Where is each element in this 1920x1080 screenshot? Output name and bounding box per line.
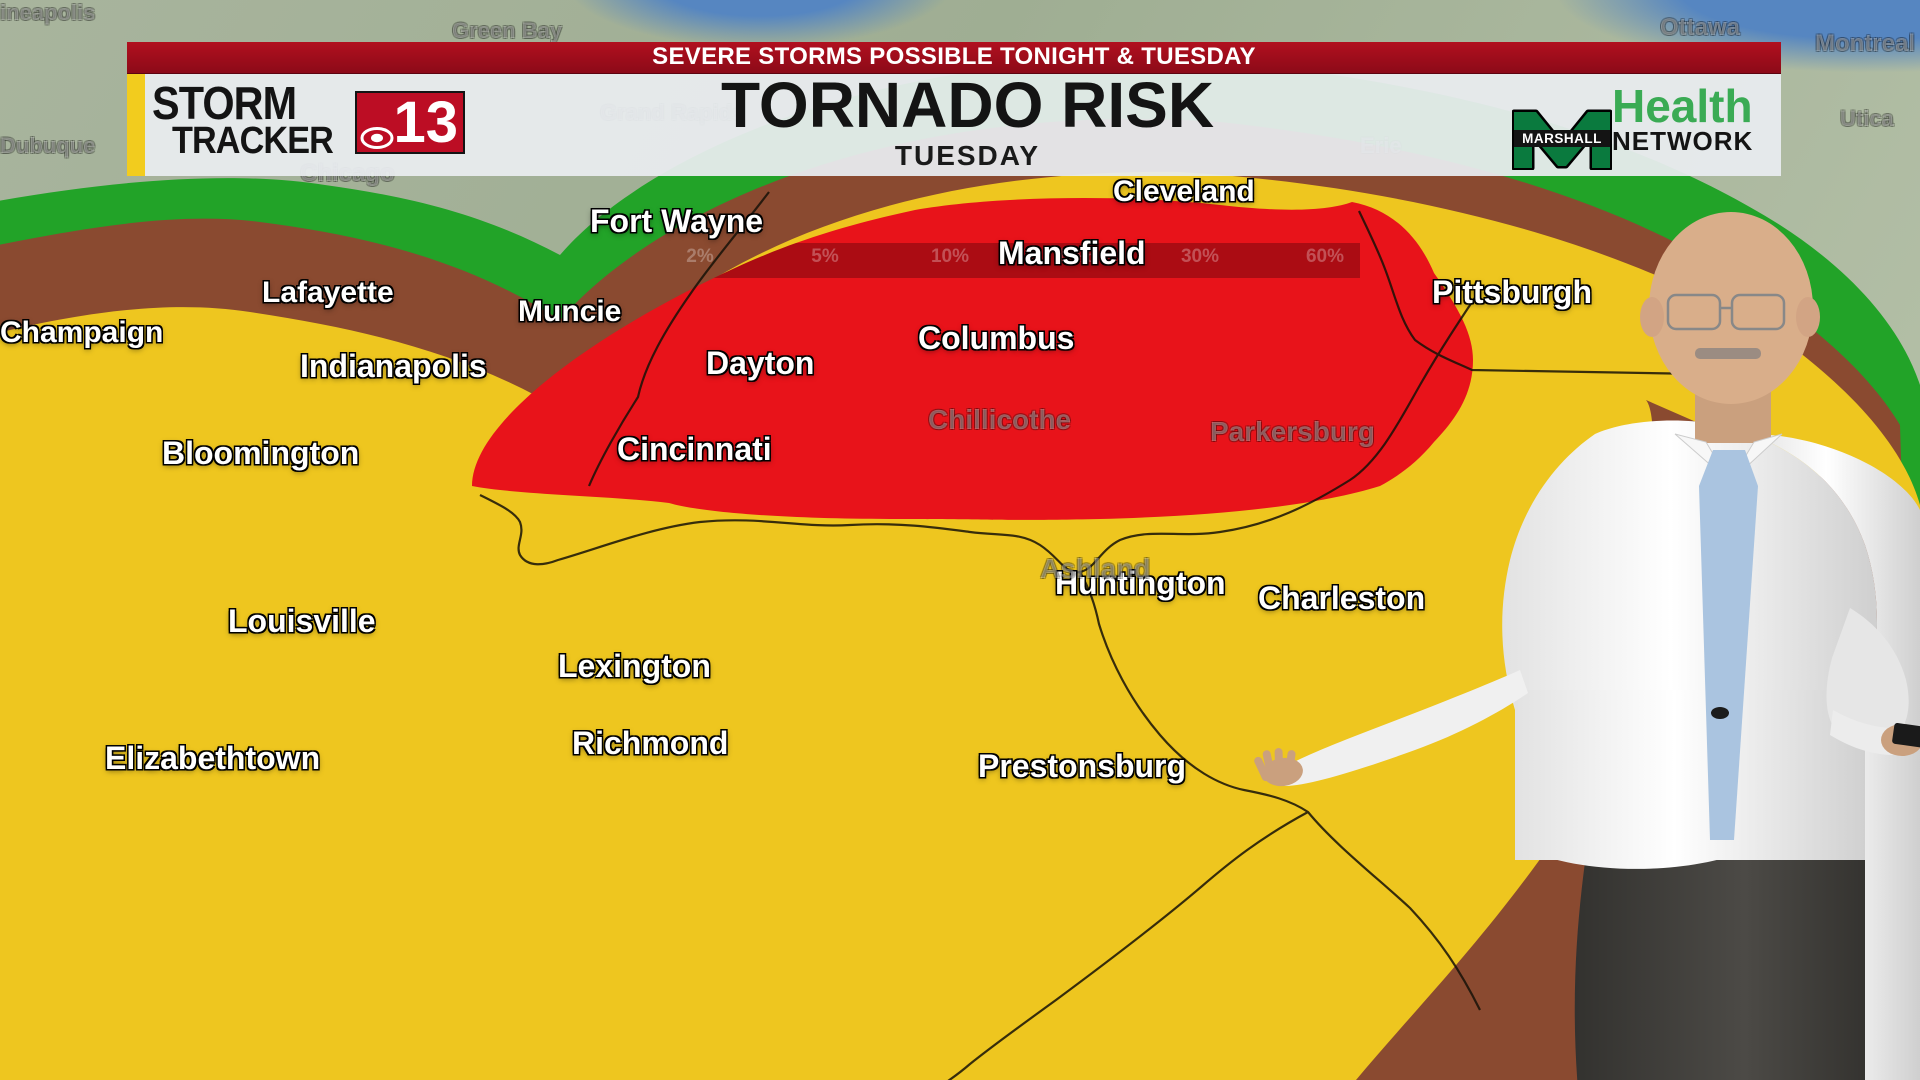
svg-text:13: 13 [393, 91, 458, 154]
svg-text:MARSHALL: MARSHALL [1522, 131, 1602, 146]
